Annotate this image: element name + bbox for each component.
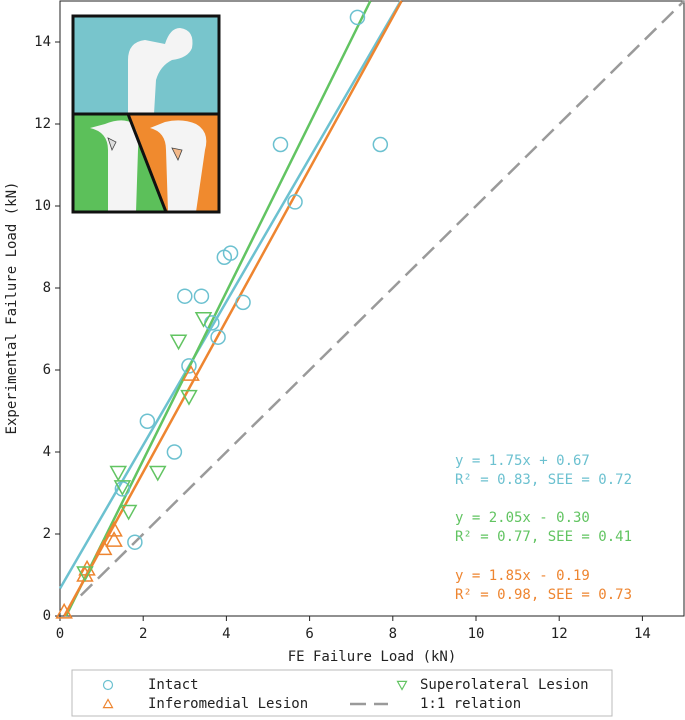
x-axis-label: FE Failure Load (kN) bbox=[288, 649, 457, 665]
point bbox=[55, 602, 73, 619]
annotation: R² = 0.77, SEE = 0.41 bbox=[455, 529, 632, 545]
point bbox=[127, 534, 143, 550]
point bbox=[372, 136, 389, 153]
lesion-left bbox=[107, 137, 117, 152]
point bbox=[105, 531, 123, 547]
point bbox=[76, 566, 94, 582]
fit-line bbox=[64, 0, 372, 617]
point bbox=[148, 465, 167, 482]
reference-line bbox=[79, 0, 685, 597]
legend-label: Superolateral Lesion bbox=[420, 677, 589, 693]
x-tick-label: 2 bbox=[139, 626, 147, 642]
point bbox=[193, 288, 210, 304]
point bbox=[181, 358, 197, 374]
point bbox=[114, 481, 131, 497]
point bbox=[166, 444, 183, 460]
point bbox=[272, 136, 289, 153]
point bbox=[109, 465, 128, 482]
point bbox=[287, 194, 303, 210]
point bbox=[235, 294, 251, 311]
inset-divider bbox=[126, 113, 168, 213]
legend-marker bbox=[396, 680, 408, 691]
y-tick-label: 10 bbox=[34, 198, 51, 214]
y-tick-label: 6 bbox=[43, 362, 51, 378]
legend-marker bbox=[102, 679, 114, 691]
legend-label: Intact bbox=[148, 677, 199, 693]
annotation: y = 1.85x - 0.19 bbox=[455, 568, 590, 584]
annotation: R² = 0.98, SEE = 0.73 bbox=[455, 587, 632, 603]
point bbox=[113, 480, 132, 496]
x-tick-label: 8 bbox=[389, 626, 397, 642]
x-tick-label: 6 bbox=[305, 626, 313, 642]
point bbox=[119, 504, 138, 521]
y-tick-label: 2 bbox=[43, 526, 51, 542]
x-tick-label: 10 bbox=[468, 626, 485, 642]
y-tick-label: 8 bbox=[43, 280, 51, 296]
y-tick-label: 4 bbox=[43, 444, 51, 460]
bone-right bbox=[150, 120, 207, 212]
annotation: y = 1.75x + 0.67 bbox=[455, 453, 590, 469]
point bbox=[349, 9, 366, 26]
x-tick-label: 14 bbox=[634, 626, 651, 642]
legend-label: 1:1 relation bbox=[420, 696, 521, 712]
point bbox=[222, 245, 239, 261]
x-tick-label: 4 bbox=[222, 626, 230, 642]
y-tick-label: 12 bbox=[34, 116, 51, 132]
point bbox=[139, 413, 156, 429]
annotation: R² = 0.83, SEE = 0.72 bbox=[455, 472, 632, 488]
y-tick-label: 14 bbox=[34, 34, 51, 50]
fit-line bbox=[63, 0, 403, 617]
inset-image bbox=[71, 14, 221, 214]
y-tick-label: 0 bbox=[43, 608, 51, 624]
point bbox=[182, 365, 200, 381]
point bbox=[180, 389, 198, 406]
point bbox=[105, 520, 123, 537]
bone-left bbox=[90, 120, 139, 212]
point bbox=[194, 312, 213, 328]
point bbox=[94, 539, 113, 556]
bone-top bbox=[128, 28, 193, 114]
x-tick-label: 12 bbox=[551, 626, 568, 642]
legend-label: Inferomedial Lesion bbox=[148, 696, 308, 712]
point bbox=[210, 329, 226, 345]
point bbox=[169, 334, 188, 351]
annotation: y = 2.05x - 0.30 bbox=[455, 510, 590, 526]
y-axis-label: Experimental Failure Load (kN) bbox=[4, 182, 20, 435]
x-tick-label: 0 bbox=[56, 626, 64, 642]
legend-box bbox=[71, 669, 613, 717]
lesion-right bbox=[171, 147, 183, 161]
fit-line bbox=[58, 0, 402, 590]
legend-marker bbox=[102, 698, 114, 709]
point bbox=[78, 559, 96, 576]
point bbox=[177, 288, 193, 304]
